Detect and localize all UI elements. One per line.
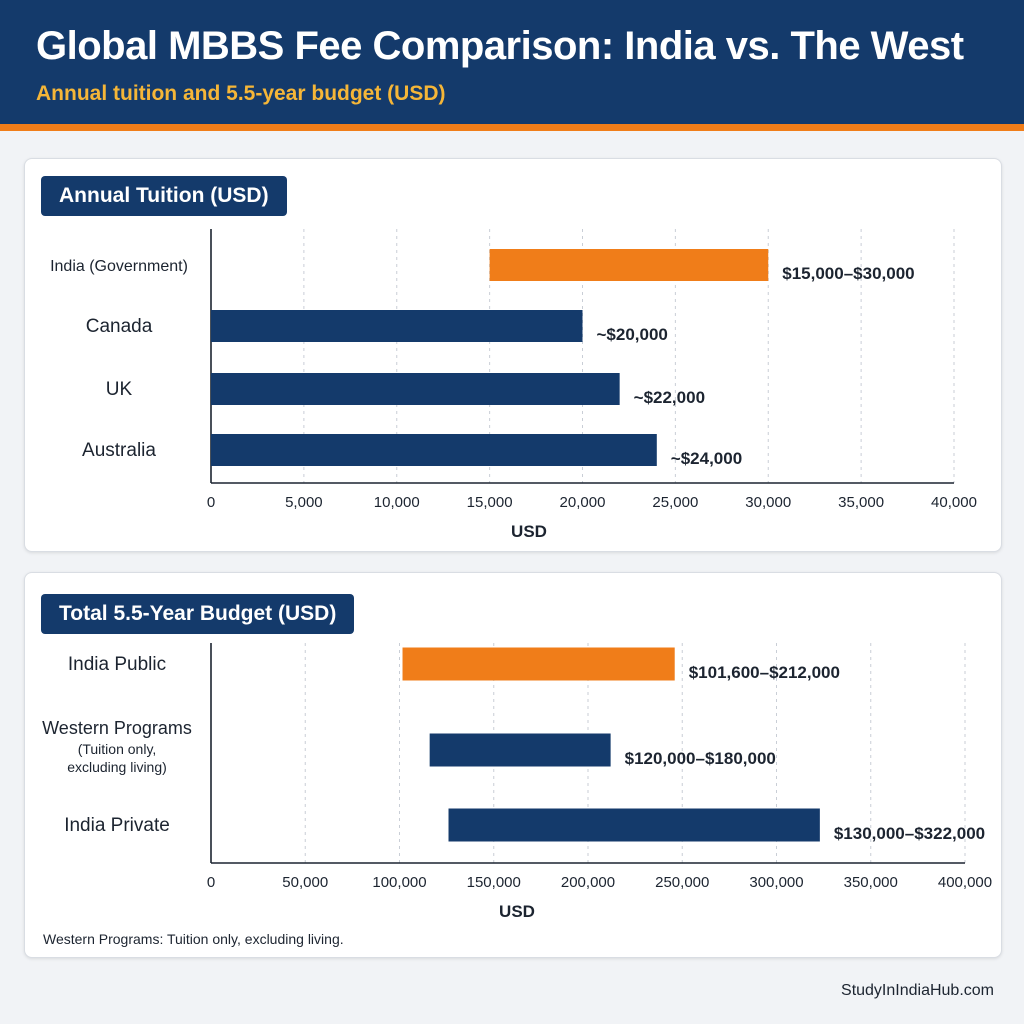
header-banner: Global MBBS Fee Comparison: India vs. Th… bbox=[0, 0, 1024, 131]
bar bbox=[489, 249, 769, 281]
x-tick-label: 40,000 bbox=[931, 494, 977, 511]
category-label: India Private bbox=[64, 815, 170, 836]
x-tick-label: 150,000 bbox=[467, 874, 521, 891]
total-budget-panel: Total 5.5-Year Budget (USD) 0 50,000 100,0… bbox=[24, 572, 1002, 958]
x-tick-label: 350,000 bbox=[844, 874, 898, 891]
category-label: Canada bbox=[86, 316, 153, 337]
x-tick-label: 5,000 bbox=[285, 494, 323, 511]
x-tick-label: 0 bbox=[207, 874, 215, 891]
x-axis-label: USD bbox=[499, 902, 535, 921]
x-tick-label: 400,000 bbox=[938, 874, 992, 891]
bar-data-label: $101,600–$212,000 bbox=[689, 663, 840, 682]
x-tick-label: 300,000 bbox=[749, 874, 803, 891]
annual-tuition-chart: 0 5,000 10,000 15,000 20,000 25,000 30,000 35,0… bbox=[50, 229, 977, 541]
x-tick-label: 0 bbox=[207, 494, 215, 511]
bar-data-label: ~$22,000 bbox=[634, 388, 705, 407]
chart-footnote: Western Programs: Tuition only, excludin… bbox=[43, 931, 344, 947]
x-tick-label: 30,000 bbox=[745, 494, 791, 511]
x-tick-label: 35,000 bbox=[838, 494, 884, 511]
total-budget-chart: 0 50,000 100,000 150,000 200,000 250,000 300,0… bbox=[42, 643, 992, 921]
total-budget-title: Total 5.5-Year Budget (USD) bbox=[41, 594, 355, 634]
category-note: (Tuition only, bbox=[78, 741, 157, 757]
bar bbox=[448, 808, 820, 842]
x-tick-label: 20,000 bbox=[560, 494, 606, 511]
bar-data-label: ~$20,000 bbox=[597, 325, 668, 344]
bar-data-label: $120,000–$180,000 bbox=[625, 749, 776, 768]
bar-data-label: $15,000–$30,000 bbox=[782, 264, 914, 283]
page-subtitle: Annual tuition and 5.5-year budget (USD) bbox=[36, 82, 446, 105]
bar-data-label: $130,000–$322,000 bbox=[834, 824, 985, 843]
category-label: UK bbox=[106, 379, 133, 400]
x-axis-label: USD bbox=[511, 522, 547, 541]
bar bbox=[402, 647, 675, 681]
annual-tuition-title: Annual Tuition (USD) bbox=[41, 176, 287, 216]
x-tick-label: 200,000 bbox=[561, 874, 615, 891]
annual-tuition-panel: Annual Tuition (USD) 0 5,000 10,000 15,000 2… bbox=[24, 158, 1002, 552]
category-label: Western Programs bbox=[42, 718, 192, 738]
bar bbox=[211, 373, 620, 405]
x-tick-label: 25,000 bbox=[652, 494, 698, 511]
category-note: excluding living) bbox=[67, 759, 167, 775]
category-label: Australia bbox=[82, 440, 156, 461]
bar-data-label: ~$24,000 bbox=[671, 449, 742, 468]
brand-watermark: StudyInIndiaHub.com bbox=[841, 982, 994, 999]
category-label: India (Government) bbox=[50, 258, 188, 275]
page-title: Global MBBS Fee Comparison: India vs. Th… bbox=[36, 24, 964, 68]
x-tick-label: 15,000 bbox=[467, 494, 513, 511]
category-label: India Public bbox=[68, 654, 166, 675]
x-tick-label: 50,000 bbox=[282, 874, 328, 891]
bar bbox=[429, 733, 611, 767]
bar bbox=[211, 310, 583, 342]
x-tick-label: 100,000 bbox=[372, 874, 426, 891]
x-tick-label: 250,000 bbox=[655, 874, 709, 891]
x-tick-label: 10,000 bbox=[374, 494, 420, 511]
bar bbox=[211, 434, 657, 466]
